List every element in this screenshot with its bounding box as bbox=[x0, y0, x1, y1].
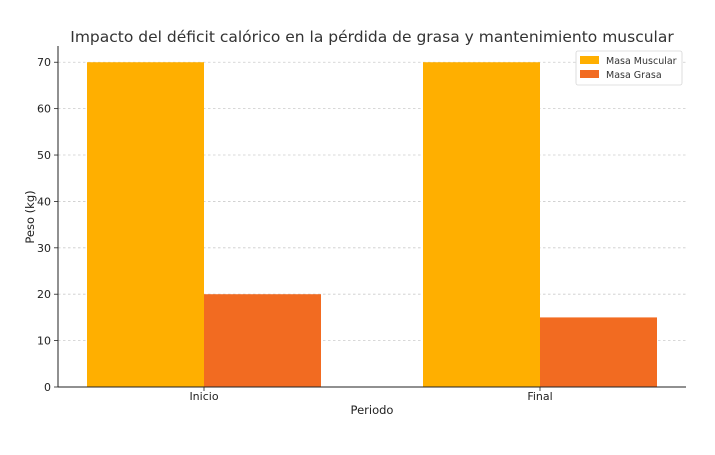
y-tick-label: 40 bbox=[37, 195, 51, 208]
y-tick-label: 50 bbox=[37, 149, 51, 162]
chart-title: Impacto del déficit calórico en la pérdi… bbox=[70, 28, 674, 46]
bar bbox=[204, 294, 321, 387]
x-ticks: Inicio Final bbox=[189, 387, 553, 403]
legend: Masa Muscular Masa Grasa bbox=[575, 50, 683, 86]
y-ticks: 0 10 20 30 40 50 60 70 bbox=[37, 56, 58, 394]
y-tick-label: 20 bbox=[37, 288, 51, 301]
legend-label: Masa Muscular bbox=[606, 56, 677, 67]
y-tick-label: 30 bbox=[37, 242, 51, 255]
legend-swatch bbox=[580, 70, 599, 78]
bar bbox=[423, 62, 540, 387]
legend-label: Masa Grasa bbox=[606, 70, 662, 81]
y-tick-label: 60 bbox=[37, 103, 51, 116]
x-axis-label: Periodo bbox=[351, 403, 394, 417]
bar bbox=[540, 317, 657, 387]
y-tick-label: 70 bbox=[37, 56, 51, 69]
bar bbox=[87, 62, 204, 387]
axes bbox=[57, 46, 686, 388]
x-tick-label: Final bbox=[527, 390, 552, 403]
bars bbox=[87, 62, 657, 387]
legend-box bbox=[575, 50, 683, 86]
x-tick-label: Inicio bbox=[189, 390, 218, 403]
y-tick-label: 10 bbox=[37, 335, 51, 348]
y-axis-label: Peso (kg) bbox=[23, 190, 37, 243]
legend-swatch bbox=[580, 56, 599, 64]
y-tick-label: 0 bbox=[44, 381, 51, 394]
